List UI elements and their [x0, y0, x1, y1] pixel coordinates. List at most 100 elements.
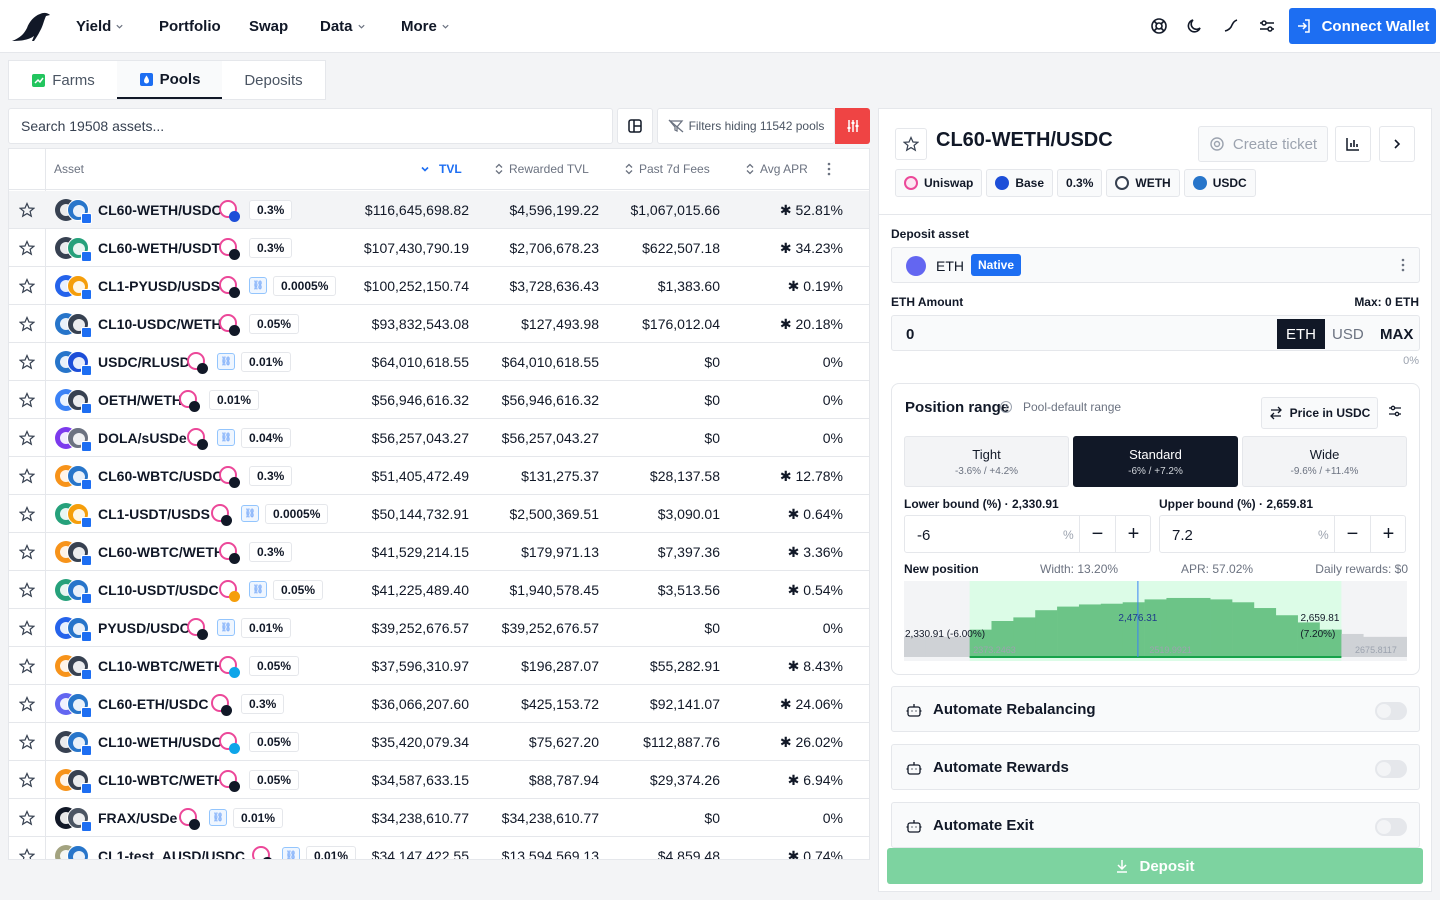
star-icon[interactable] — [19, 544, 35, 560]
star-icon[interactable] — [19, 468, 35, 484]
pool-name[interactable]: CL10-USDT/USDC — [98, 582, 219, 598]
max-button[interactable]: MAX — [1380, 325, 1414, 343]
tab-pools[interactable]: Pools — [117, 61, 222, 99]
automate-exit-toggle[interactable] — [1375, 818, 1407, 836]
table-row[interactable]: CL10-WBTC/WETH 0.05% $34,587,633.15 $88,787… — [9, 761, 869, 799]
header-tvl[interactable]: TVL — [420, 162, 462, 176]
table-row[interactable]: CL10-WETH/USDC 0.05% $35,420,079.34 $75,627… — [9, 723, 869, 761]
create-ticket-button[interactable]: Create ticket — [1198, 126, 1328, 162]
unit-eth-button[interactable]: ETH — [1277, 319, 1325, 349]
pool-name[interactable]: CL10-WETH/USDC — [98, 734, 222, 750]
tag-protocol[interactable]: Uniswap — [895, 169, 983, 197]
upper-increment-button[interactable]: + — [1370, 516, 1406, 552]
settings-icon[interactable] — [1257, 16, 1277, 36]
link-icon[interactable]: ⛓ — [249, 581, 267, 598]
search-input[interactable]: Search 19508 assets... — [8, 108, 613, 144]
star-icon[interactable] — [19, 810, 35, 826]
automate-rebalancing-toggle[interactable] — [1375, 702, 1407, 720]
lower-bound-input[interactable]: -6 % − + — [904, 515, 1151, 553]
pool-name[interactable]: OETH/WETH — [98, 392, 182, 408]
table-row[interactable]: CL60-WBTC/USDC 0.3% $51,405,472.49 $131,275… — [9, 457, 869, 495]
price-in-toggle[interactable]: Price in USDC — [1261, 397, 1378, 429]
liquidity-chart[interactable]: 2373.2463 2519.9921 2675.8117 2,330.91 (-6.… — [904, 581, 1407, 661]
deposit-asset-select[interactable]: ETH Native — [891, 247, 1420, 283]
filters-button[interactable]: Filters hiding 11542 pools — [657, 108, 835, 144]
kebab-menu-icon[interactable] — [1401, 257, 1405, 273]
tag-token-weth[interactable]: WETH — [1106, 169, 1180, 197]
pool-name[interactable]: CL60-WBTC/USDC — [98, 468, 223, 484]
table-row[interactable]: OETH/WETH 0.01% $56,946,616.32 $56,946,616.… — [9, 381, 869, 419]
chart-trend-icon[interactable] — [1221, 16, 1241, 36]
amount-input[interactable]: 0 ETH USD MAX — [891, 315, 1420, 351]
header-apr[interactable]: Avg APR — [745, 162, 808, 176]
header-asset[interactable]: Asset — [54, 162, 85, 176]
pool-name[interactable]: CL60-ETH/USDC — [98, 696, 209, 712]
deposit-button[interactable]: Deposit — [887, 848, 1423, 884]
advanced-filters-button[interactable] — [835, 108, 870, 144]
link-icon[interactable]: ⛓ — [217, 429, 235, 446]
link-icon[interactable]: ⛓ — [249, 277, 267, 294]
link-icon[interactable]: ⛓ — [217, 353, 235, 370]
pool-name[interactable]: CL60-WBTC/WETH — [98, 544, 224, 560]
star-icon[interactable] — [19, 240, 35, 256]
favorite-button[interactable] — [895, 128, 927, 160]
table-row[interactable]: CL60-ETH/USDC 0.3% $36,066,207.60 $425,153.… — [9, 685, 869, 723]
star-icon[interactable] — [19, 392, 35, 408]
nav-portfolio[interactable]: Portfolio — [159, 17, 221, 35]
star-icon[interactable] — [19, 278, 35, 294]
moon-icon[interactable] — [1185, 16, 1205, 36]
nav-swap[interactable]: Swap — [249, 17, 289, 35]
automate-rewards-row[interactable]: Automate Rewards — [891, 744, 1420, 790]
range-settings-icon[interactable] — [1388, 404, 1402, 418]
nav-data[interactable]: Data — [320, 17, 366, 35]
pool-name[interactable]: CL10-WBTC/WETH — [98, 772, 224, 788]
table-row[interactable]: CL10-USDT/USDC ⛓ 0.05% $41,225,489.40 $1,940… — [9, 571, 869, 609]
tag-token-usdc[interactable]: USDC — [1183, 169, 1256, 197]
table-row[interactable]: DOLA/sUSDe ⛓ 0.04% $56,257,043.27 $56,257,04… — [9, 419, 869, 457]
table-row[interactable]: PYUSD/USDC ⛓ 0.01% $39,252,676.57 $39,252,67… — [9, 609, 869, 647]
pool-name[interactable]: PYUSD/USDC — [98, 620, 190, 636]
nav-more[interactable]: More — [401, 17, 450, 35]
logo-bird-icon[interactable] — [10, 8, 54, 44]
table-row[interactable]: CL60-WETH/USDC 0.3% $116,645,698.82 $4,596,… — [9, 191, 869, 229]
pool-name[interactable]: CL1-PYUSD/USDS — [98, 278, 221, 294]
lower-decrement-button[interactable]: − — [1079, 516, 1115, 552]
star-icon[interactable] — [19, 316, 35, 332]
help-icon[interactable]: ? — [1000, 401, 1012, 413]
tab-deposits[interactable]: Deposits — [244, 71, 303, 89]
preset-standard[interactable]: Standard -6% / +7.2% — [1073, 436, 1238, 487]
upper-decrement-button[interactable]: − — [1334, 516, 1370, 552]
link-icon[interactable]: ⛓ — [241, 505, 259, 522]
connect-wallet-button[interactable]: Connect Wallet — [1289, 8, 1436, 44]
next-button[interactable] — [1379, 126, 1415, 162]
tag-chain[interactable]: Base — [986, 169, 1054, 197]
table-row[interactable]: CL60-WBTC/WETH 0.3% $41,529,214.15 $179,971… — [9, 533, 869, 571]
tab-farms[interactable]: Farms — [9, 61, 117, 99]
preset-wide[interactable]: Wide -9.6% / +11.4% — [1242, 436, 1407, 487]
pool-name[interactable]: CL1-USDT/USDS — [98, 506, 211, 522]
pool-name[interactable]: CL60-WETH/USDT — [98, 240, 221, 256]
link-icon[interactable]: ⛓ — [217, 619, 235, 636]
lower-increment-button[interactable]: + — [1115, 516, 1151, 552]
table-row[interactable]: FRAX/USDe ⛓ 0.01% $34,238,610.77 $34,238,610… — [9, 799, 869, 837]
support-icon[interactable] — [1149, 16, 1169, 36]
pool-name[interactable]: CL10-WBTC/WETH — [98, 658, 224, 674]
pool-name[interactable]: CL10-USDC/WETH — [98, 316, 222, 332]
pool-name[interactable]: FRAX/USDe — [98, 810, 178, 826]
star-icon[interactable] — [19, 354, 35, 370]
link-icon[interactable]: ⛓ — [282, 847, 300, 859]
pool-name[interactable]: CL60-WETH/USDC — [98, 202, 222, 218]
kebab-menu-icon[interactable] — [827, 162, 831, 176]
pool-name[interactable]: USDC/RLUSD — [98, 354, 190, 370]
table-row[interactable]: CL10-WBTC/WETH 0.05% $37,596,310.97 $196,28… — [9, 647, 869, 685]
star-icon[interactable] — [19, 582, 35, 598]
star-icon[interactable] — [19, 734, 35, 750]
nav-yield[interactable]: Yield — [76, 17, 124, 35]
table-row[interactable]: CL60-WETH/USDT 0.3% $107,430,790.19 $2,706,… — [9, 229, 869, 267]
star-icon[interactable] — [19, 848, 35, 860]
header-fees[interactable]: Past 7d Fees — [624, 162, 710, 176]
preset-tight[interactable]: Tight -3.6% / +4.2% — [904, 436, 1069, 487]
table-row[interactable]: CL1-test_AUSD/USDC ⛓ 0.01% $34,147,422.55 $1… — [9, 837, 869, 860]
automate-exit-row[interactable]: Automate Exit — [891, 802, 1420, 848]
star-icon[interactable] — [19, 772, 35, 788]
